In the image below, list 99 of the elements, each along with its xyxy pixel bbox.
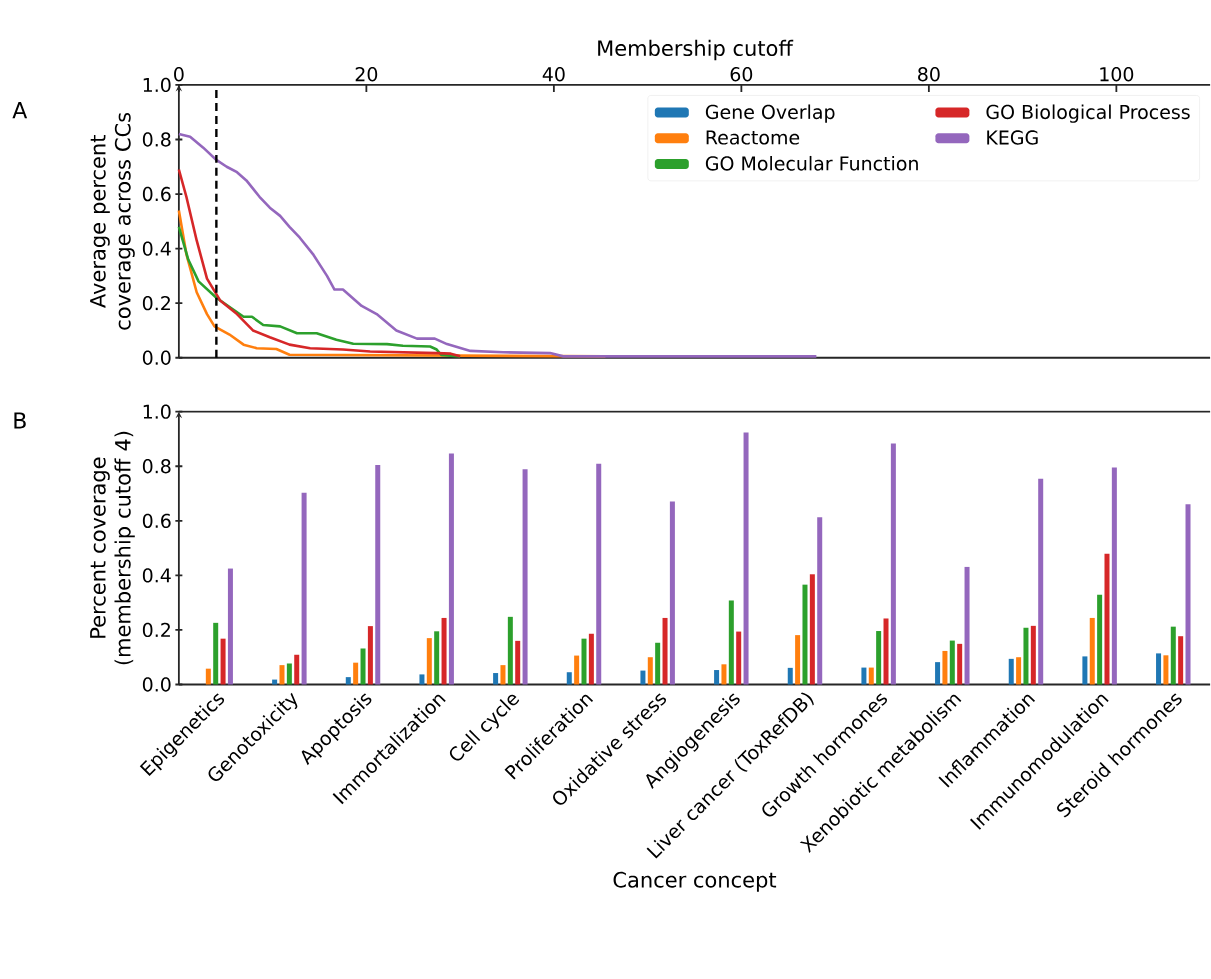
bar [588,633,594,685]
bar [566,672,572,685]
text: A [12,101,28,118]
bar [500,664,506,685]
y-tick-label: 0.6 [142,513,171,528]
bar [876,630,882,685]
bar [1111,467,1117,685]
bar [1163,655,1169,685]
y-tick-label: 0.4 [142,568,171,583]
bar [655,642,661,685]
bar [375,464,381,685]
bar [227,568,233,685]
y-tick-label: 0.0 [142,350,171,365]
bar [787,667,793,685]
x-tick-label: 60 [730,66,753,82]
y-tick-label: 0.8 [142,458,171,474]
bar [809,574,815,685]
bar [942,650,948,685]
x-axis-title: Cancer concept [613,871,777,892]
bar [294,654,300,685]
bar [647,657,653,685]
x-tick-label: 100 [1100,66,1134,82]
bar [1089,617,1095,685]
bar [581,638,587,685]
bar [441,617,447,685]
legend-label: Reactome [706,130,800,145]
x-tick-label: 40 [542,66,565,82]
bar [743,432,749,685]
bar [1178,636,1184,685]
y-axis-title: Average percent coverage across CCs [90,112,135,330]
bar [957,643,963,685]
x-tick-label: 0 [174,66,184,82]
bar [721,664,727,685]
bar [353,662,359,685]
bar [890,443,896,685]
bar [507,616,513,685]
bar [596,463,602,685]
legend-label: GO Molecular Function [705,155,918,171]
bar [301,492,307,685]
bar [434,631,440,685]
bar [728,600,734,685]
bar [1016,657,1022,685]
bar [220,638,226,685]
bar [448,453,454,685]
line-series [177,225,462,358]
bar [360,648,366,685]
bar [493,672,499,685]
bar [868,667,874,685]
bar [736,631,742,685]
bar [205,668,211,685]
y-tick-label: 1.0 [143,77,171,92]
bar [1030,625,1036,685]
legend-label: KEGG [987,130,1038,145]
bar [1097,594,1103,685]
bar [1082,656,1088,685]
bar [426,637,432,685]
y-tick-label: 0.0 [142,677,171,692]
bar [1170,626,1176,685]
bar [367,625,373,685]
bar [1156,653,1162,685]
bar [964,566,970,685]
bar [345,676,351,685]
bar [515,640,521,685]
bar [286,663,292,685]
y-axis-title: Percent coverage (membership cutoff 4) [90,431,135,665]
x-axis-title: Membership cutoff [598,39,794,61]
bar [1104,553,1110,685]
y-tick-label: 0.2 [142,295,170,311]
x-tick-label: 20 [355,66,378,82]
bar [935,661,941,685]
line-series [177,168,462,358]
legend-label: GO Biological Process [986,104,1190,123]
y-tick-label: 1.0 [143,404,171,419]
bar [574,655,580,685]
bar [714,669,720,685]
bar [1038,478,1044,685]
bar [1008,658,1014,685]
bar [1185,504,1191,685]
y-tick-label: 0.6 [142,186,171,202]
legend-label: Gene Overlap [705,104,835,123]
bar [817,517,823,685]
y-tick-label: 0.8 [142,132,171,147]
y-tick-label: 0.4 [142,241,171,256]
bar [522,469,528,685]
bar [279,664,285,685]
bar [883,618,889,685]
bar [795,634,801,685]
bar [419,674,425,685]
y-tick-label: 0.2 [142,622,170,637]
bar [662,617,668,685]
bar [802,584,808,685]
bar [640,670,646,685]
bar [1023,627,1029,685]
bar [213,622,219,685]
bar [669,501,675,685]
text: B [14,412,26,429]
bar [949,640,955,685]
x-tick-label: 80 [918,66,940,82]
bar [861,667,867,685]
